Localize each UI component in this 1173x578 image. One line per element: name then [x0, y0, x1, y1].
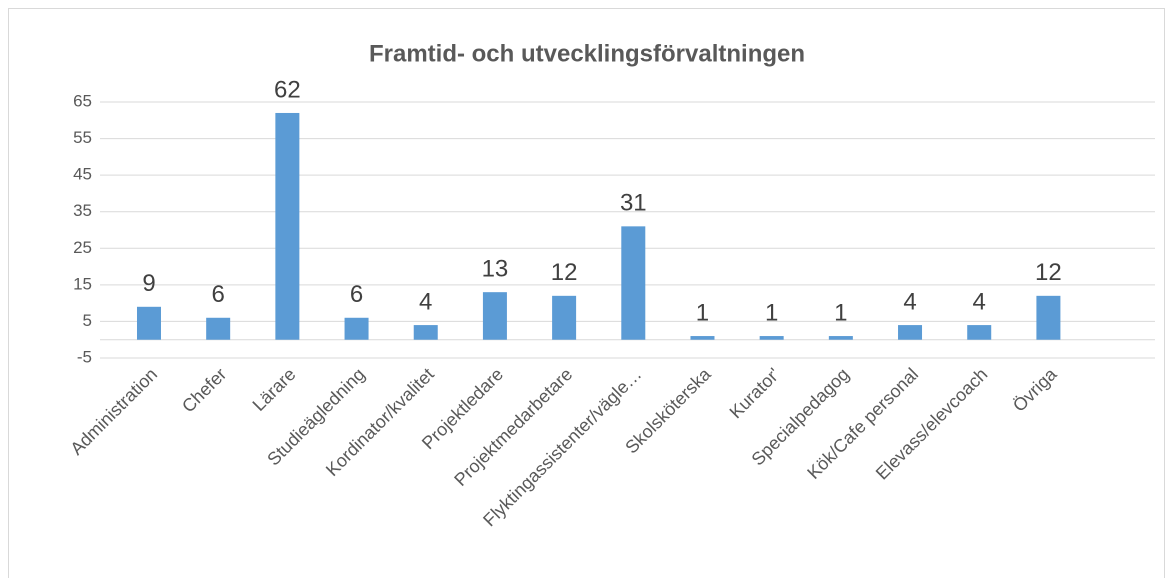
- data-label: 6: [211, 281, 224, 308]
- y-tick-label: 15: [73, 274, 92, 293]
- chart-title: Framtid- och utvecklingsförvaltningen: [369, 40, 805, 67]
- data-label: 1: [696, 299, 709, 326]
- bar: [552, 295, 577, 340]
- bar: [413, 325, 438, 340]
- data-label: 1: [765, 299, 778, 326]
- bar: [690, 336, 715, 340]
- bar: [206, 317, 231, 340]
- bar: [275, 112, 300, 340]
- bar: [828, 336, 853, 340]
- bar: [1036, 295, 1061, 340]
- data-label: 6: [350, 281, 363, 308]
- y-tick-label: 55: [73, 128, 92, 147]
- y-tick-label: 35: [73, 201, 92, 220]
- bar: [344, 317, 369, 340]
- data-label: 12: [551, 259, 578, 286]
- y-tick-label: 25: [73, 238, 92, 257]
- y-tick-label: -5: [77, 347, 92, 366]
- data-label: 4: [973, 288, 986, 315]
- data-label: 12: [1035, 259, 1062, 286]
- bar: [136, 306, 161, 340]
- y-tick-label: 45: [73, 165, 92, 184]
- data-label: 62: [274, 76, 301, 103]
- data-label: 4: [903, 288, 916, 315]
- bar: [898, 325, 923, 340]
- bar: [482, 292, 507, 340]
- bar: [759, 336, 784, 340]
- data-label: 9: [142, 270, 155, 297]
- chart-border: [8, 8, 1165, 578]
- y-tick-label: 5: [83, 311, 92, 330]
- bar: [621, 226, 646, 340]
- data-label: 13: [482, 256, 509, 283]
- bar: [967, 325, 992, 340]
- data-label: 1: [834, 299, 847, 326]
- data-label: 31: [620, 190, 647, 217]
- y-tick-label: 65: [73, 91, 92, 110]
- data-label: 4: [419, 288, 432, 315]
